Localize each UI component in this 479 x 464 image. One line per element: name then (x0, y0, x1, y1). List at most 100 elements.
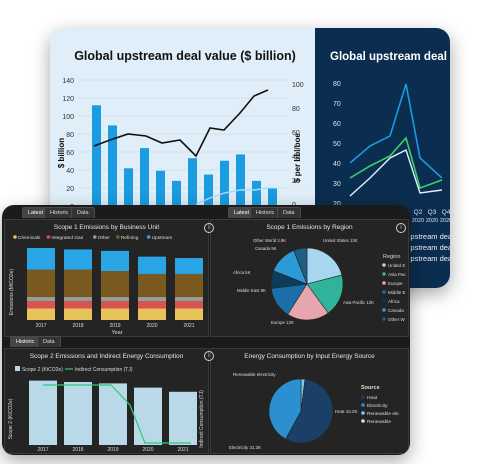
legend-label: Heat (367, 395, 378, 401)
left-chart-light-line (195, 187, 269, 205)
right-series-1 (349, 83, 443, 179)
xtick-label: 2017 (37, 447, 48, 453)
ytick-label: 140 (62, 78, 74, 85)
info-icon[interactable]: i (204, 351, 214, 361)
energy-label-electricity: Electricity 31.3K (229, 445, 261, 450)
xtick-label: 2019 (109, 323, 120, 329)
stacked-bar-segment (27, 308, 55, 320)
stacked-bar-segment (64, 296, 92, 302)
tab-data-right[interactable]: Data (277, 207, 301, 218)
legend-dot (382, 281, 386, 285)
scope1-region-panel: Scope 1 Emissions by Region Other World … (210, 219, 409, 337)
scope2-consumption-line (43, 384, 191, 444)
legend-dot (116, 235, 120, 239)
ytick-label: 40 (66, 168, 74, 175)
scope2-legend-1: Scope 2 (KtCO2e) (22, 367, 63, 373)
energy-legend-title: Source (361, 385, 380, 391)
scope1-bu-xticks: 2017 2018 2019 2020 2021 (35, 323, 194, 329)
scope2-xticks: 2017 2018 2019 2020 2021 (37, 447, 188, 453)
stacked-bar-segment (175, 273, 203, 297)
tab-historic-right[interactable]: Historic (250, 207, 281, 218)
stacked-bar-segment (64, 308, 92, 320)
scope1-bu-title: Scope 1 Emissions by Business Unit (53, 224, 160, 231)
legend-label: Upstream dea (405, 254, 450, 263)
energy-label-heat: Heat 43.2K (335, 409, 358, 414)
scope2-chart: Scope 2 (KtCO2e) Indirect Consumption (T… (8, 366, 205, 453)
region-pie-slice (287, 283, 329, 321)
ytick-label: 70 (333, 101, 341, 108)
legend-dot (93, 235, 97, 239)
left-chart-ylabel-right: $ per bbl/boe (293, 133, 302, 183)
tab-data-left[interactable]: Data (71, 207, 95, 218)
right-series-3 (349, 149, 443, 197)
scope2-bars (29, 380, 197, 445)
tab-historic-bottom[interactable]: Historic (10, 336, 41, 347)
scope2-title: Scope 2 Emissions and Indirect Energy Co… (29, 353, 184, 360)
region-pie-slices (270, 247, 344, 321)
legend-label: Chemicals (18, 235, 41, 241)
ytick-label: 60 (66, 150, 74, 157)
ytick-label: 40 (333, 161, 341, 168)
ytick-label: 80 (292, 106, 300, 113)
ytick-label: 100 (292, 82, 304, 89)
left-chart-price-line (93, 89, 269, 158)
legend-label: Asia Pac (388, 272, 407, 277)
stacked-bar-segment (101, 250, 129, 272)
legend-dot (361, 395, 365, 399)
scope1-bu-ylabel: Emissions (MtCO2e) (9, 269, 15, 315)
right-chart-title: Global upstream deal (330, 51, 447, 63)
region-legend-title: Region (383, 254, 400, 260)
scope2-bar (169, 391, 197, 445)
scope1-bu-xlabel: Year (111, 330, 122, 336)
tab-historic-left[interactable]: Historic (44, 207, 75, 218)
scope1-region-pie: Other World 3.9K United States 13K Canada … (233, 238, 407, 325)
region-slice-labels: Other World 3.9K United States 13K Canada … (233, 238, 374, 325)
scope2-legend-2: Indirect Consumption (TJ) (75, 367, 133, 373)
scope2-bar (29, 380, 57, 445)
ytick-label: 100 (62, 114, 74, 121)
scope2-panel: Scope 2 Emissions and Indirect Energy Co… (4, 348, 209, 454)
energy-label-renewable: Renewable electricity (233, 372, 276, 377)
info-icon[interactable]: i (396, 223, 406, 233)
scope1-bu-panel: Scope 1 Emissions by Business Unit Chemi… (4, 219, 209, 337)
left-chart-ylabel-left: $ billion (57, 138, 66, 168)
xtick-label: 2020 (426, 218, 438, 224)
ytick-label: 30 (333, 181, 341, 188)
xtick-label: 2020 (440, 218, 450, 224)
stacked-bar-segment (175, 308, 203, 320)
legend-label: Africa (388, 299, 400, 304)
xtick-label: 2020 (142, 447, 153, 453)
xtick-label: 2020 (412, 218, 424, 224)
energy-source-panel: Energy Consumption by Input Energy Sourc… (210, 348, 409, 454)
deal-value-bar (268, 188, 277, 206)
stacked-bar-segment (27, 269, 55, 297)
stacked-bar-segment (175, 301, 203, 309)
xtick-label: 2018 (72, 447, 83, 453)
legend-label: Europe (388, 281, 403, 286)
legend-label: Other W (388, 317, 406, 322)
scope1-bu-bars (27, 248, 203, 320)
stacked-bar-segment (175, 296, 203, 302)
xtick-label: Q3 (428, 209, 437, 216)
tab-data-bottom[interactable]: Data (37, 336, 61, 347)
region-pie-slice (306, 274, 344, 314)
legend-dot (361, 403, 365, 407)
slice-label: Asia Pacific 12K (343, 300, 374, 305)
xtick-label: 2018 (72, 323, 83, 329)
legend-label: Other (98, 235, 110, 241)
stacked-bar-segment (175, 258, 203, 274)
legend-label: Renewable (367, 419, 391, 425)
legend-label: Canada (388, 308, 404, 313)
legend-label: Upstream dea (405, 232, 450, 241)
legend-label: Upstream dea (405, 243, 450, 252)
xtick-label: Q2 (414, 209, 423, 216)
scope2-ylabel-right: Indirect Consumption (TJ) (199, 390, 205, 448)
slice-label: Other World 3.9K (253, 238, 286, 243)
energy-pie-slice (285, 378, 334, 444)
ytick-label: 80 (66, 132, 74, 139)
ytick-label: 80 (333, 81, 341, 88)
slice-label: United States 13K (323, 238, 358, 243)
info-icon[interactable]: i (204, 223, 214, 233)
stacked-bar-segment (64, 301, 92, 309)
left-chart-title: Global upstream deal value ($ billion) (74, 49, 296, 63)
